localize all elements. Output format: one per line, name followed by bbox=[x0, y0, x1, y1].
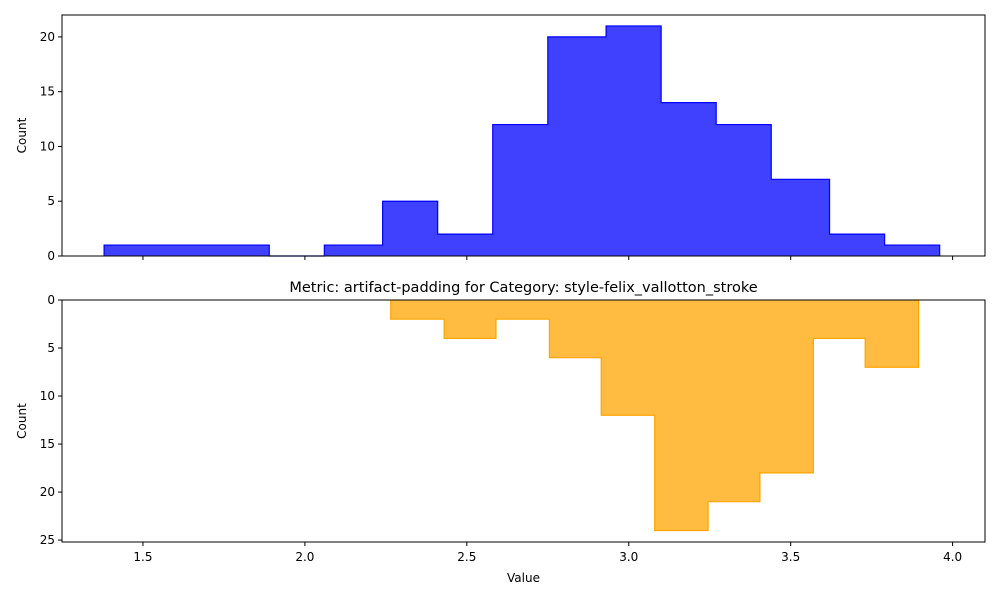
histogram-bar-1 bbox=[444, 300, 496, 338]
y-tick-label: 5 bbox=[47, 341, 55, 355]
x-tick-label: 2.5 bbox=[457, 550, 476, 564]
histogram-bar-13 bbox=[830, 234, 885, 256]
x-axis-label: Value bbox=[507, 571, 540, 585]
x-tick-label: 3.0 bbox=[619, 550, 638, 564]
histogram-bar-11 bbox=[716, 125, 771, 256]
histogram-bar-7 bbox=[760, 300, 813, 473]
histogram-bar-5 bbox=[655, 300, 708, 530]
histogram-bar-3 bbox=[549, 300, 601, 358]
y-tick-label: 5 bbox=[47, 194, 55, 208]
y-tick-label: 15 bbox=[40, 85, 55, 99]
bottom-histogram-panel: 0 5 10 15 20 25 1.5 2.0 2.5 3.0 3.5 4.0 Count Value Me… bbox=[15, 280, 986, 585]
histogram-area bbox=[104, 25, 940, 257]
x-tick-label: 4.0 bbox=[943, 550, 962, 564]
histogram-outline bbox=[103, 25, 941, 257]
x-tick-label: 2.0 bbox=[295, 550, 314, 564]
histogram-bar-14 bbox=[885, 245, 940, 256]
histogram-bar-0 bbox=[391, 300, 444, 319]
x-tick-label: 1.5 bbox=[133, 550, 152, 564]
y-tick-label: 10 bbox=[40, 139, 55, 153]
histogram-bar-4 bbox=[324, 245, 382, 256]
y-axis-label: Count bbox=[15, 117, 29, 153]
histogram-bar-1 bbox=[159, 245, 214, 256]
y-tick-label: 10 bbox=[40, 389, 55, 403]
axes-frame bbox=[61, 299, 986, 543]
histogram-bar-6 bbox=[708, 300, 760, 502]
histogram-bar-8 bbox=[813, 300, 865, 338]
histogram-bar-12 bbox=[771, 179, 829, 256]
histogram-bar-2 bbox=[496, 300, 549, 319]
histogram-bar-9 bbox=[606, 26, 661, 256]
axes-frame bbox=[61, 14, 986, 257]
y-tick-label: 0 bbox=[47, 249, 55, 263]
histogram-bar-5 bbox=[383, 201, 438, 256]
y-tick-label: 0 bbox=[47, 293, 55, 307]
histogram-bar-2 bbox=[214, 245, 269, 256]
histogram-bar-6 bbox=[438, 234, 493, 256]
y-tick-label: 15 bbox=[40, 437, 55, 451]
histogram-bar-10 bbox=[661, 103, 716, 256]
y-tick-label: 25 bbox=[40, 533, 55, 547]
histogram-outline bbox=[390, 300, 920, 532]
histogram-bar-7 bbox=[493, 125, 548, 256]
y-tick-label: 20 bbox=[40, 485, 55, 499]
histogram-bar-0 bbox=[104, 245, 159, 256]
y-tick-label: 20 bbox=[40, 30, 55, 44]
top-histogram-panel: 0 5 10 15 20 Count bbox=[15, 14, 986, 263]
chart-title: Metric: artifact-padding for Category: s… bbox=[289, 280, 757, 296]
histogram-bar-9 bbox=[865, 300, 918, 367]
histogram-bar-4 bbox=[601, 300, 654, 415]
y-axis-label: Count bbox=[15, 403, 29, 439]
x-tick-label: 3.5 bbox=[781, 550, 800, 564]
histogram-bar-8 bbox=[548, 37, 606, 256]
